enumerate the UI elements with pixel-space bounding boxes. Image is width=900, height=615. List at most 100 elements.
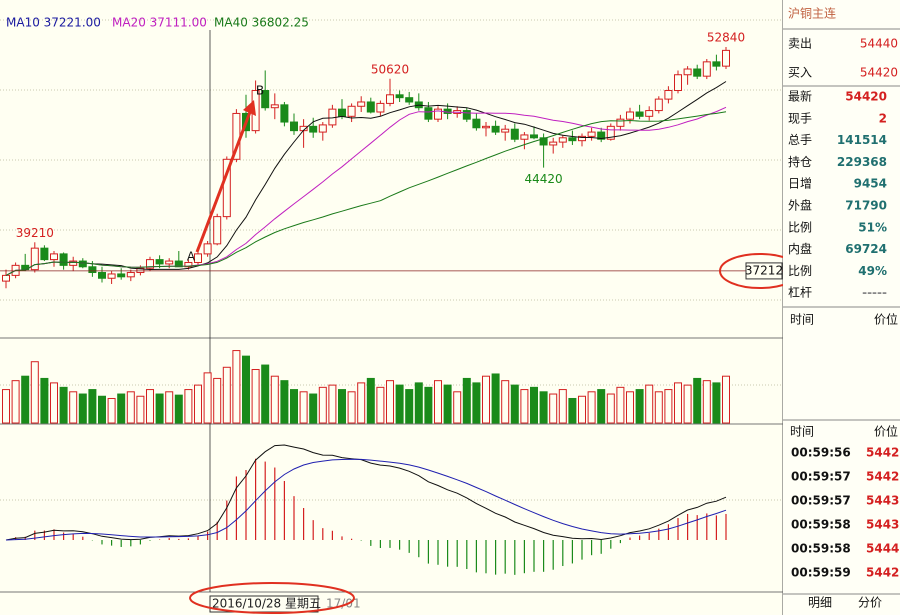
candle-body: [434, 108, 442, 120]
volume-bar: [203, 372, 212, 424]
quote-value: 2: [879, 111, 887, 125]
candle-body: [347, 105, 356, 117]
candle-body: [501, 128, 510, 133]
candle-body: [510, 128, 519, 140]
instrument-title: 沪铜主连: [788, 6, 836, 21]
candle-body: [69, 260, 78, 266]
candle-body: [645, 110, 654, 117]
candle-body: [357, 101, 366, 107]
candle-body: [664, 90, 673, 100]
volume-bar: [443, 384, 452, 424]
quote-label: 总手: [788, 133, 812, 147]
volume-bar: [616, 386, 625, 424]
volume-bar: [165, 391, 174, 424]
volume-bar: [184, 389, 193, 424]
volume-bar: [530, 386, 538, 424]
trade-price: 54420: [866, 566, 900, 580]
volume-bar: [59, 386, 68, 424]
volume-bar: [222, 366, 231, 424]
point-label: A: [187, 250, 196, 264]
volume-bar: [510, 384, 519, 424]
candle-body: [549, 141, 558, 146]
volume-bar: [501, 380, 510, 424]
high-label: 39210: [16, 226, 54, 240]
volume-bar: [136, 395, 145, 424]
quote-label: 比例: [788, 264, 812, 278]
tab[interactable]: 分价: [858, 596, 882, 610]
trade-price: 54420: [866, 446, 900, 460]
volume-bar: [606, 393, 615, 424]
volume-bar: [357, 382, 366, 424]
volume-bar: [405, 389, 414, 424]
candle-body: [98, 272, 106, 279]
candle-body: [683, 68, 692, 76]
quote-value: 54420: [845, 90, 887, 104]
candle-body: [59, 253, 68, 266]
ma10-label: MA10 37221.00: [6, 16, 101, 30]
sell-price: 54440: [860, 37, 898, 51]
candle-body: [405, 97, 414, 103]
candle-body: [558, 137, 567, 143]
trade-time: 00:59:57: [791, 470, 851, 484]
volume-bar: [309, 393, 318, 424]
quote-label: 杠杆: [788, 285, 812, 300]
candle-body: [194, 253, 202, 263]
candle-body: [520, 134, 529, 140]
candle-body: [654, 98, 663, 112]
annotation-arrow: [195, 111, 252, 253]
volume-bar: [50, 382, 58, 424]
quote-label: 现手: [788, 111, 812, 125]
candle-body: [126, 272, 135, 278]
highlight-ellipse: [189, 582, 355, 614]
candle-body: [2, 274, 10, 282]
quote-value: -----: [862, 286, 887, 300]
candle-body: [184, 261, 193, 268]
volume-bar: [664, 389, 673, 424]
volume-bar: [539, 391, 548, 424]
volume-bar: [520, 389, 529, 424]
candle-body: [376, 102, 385, 113]
quote-label: 持仓: [788, 154, 812, 169]
low-label: 44420: [525, 172, 563, 186]
volume-bar: [578, 395, 586, 424]
volume-bar: [174, 394, 183, 424]
quote-value: 141514: [837, 133, 887, 147]
volume-bar: [242, 355, 250, 424]
candle-body: [270, 104, 279, 109]
volume-bar: [434, 380, 442, 424]
quote-value: 229368: [837, 155, 887, 169]
volume-bar: [414, 382, 423, 424]
quote-label: 最新: [788, 89, 812, 104]
candle-body: [472, 118, 481, 129]
volume-bar: [107, 397, 116, 424]
candle-body: [78, 260, 87, 268]
trade-time: 00:59:58: [791, 518, 851, 532]
trade-time: 00:59:58: [791, 542, 851, 556]
tab[interactable]: 明细: [808, 596, 832, 610]
column-header: 时间: [790, 313, 814, 327]
volume-bar: [702, 380, 711, 424]
candle-body: [395, 94, 404, 99]
trade-time: 00:59:59: [791, 566, 851, 580]
candle-body: [136, 267, 145, 274]
volume-bar: [462, 377, 471, 424]
volume-bar: [40, 377, 49, 424]
candle-body: [462, 110, 471, 120]
volume-bar: [587, 391, 596, 424]
candle-body: [366, 101, 375, 113]
volume-bar: [626, 391, 634, 424]
candle-body: [222, 158, 231, 218]
quote-value: 49%: [858, 264, 887, 278]
candle-body: [117, 273, 126, 278]
volume-bar: [251, 369, 260, 424]
candle-body: [597, 131, 606, 140]
volume-bar: [376, 386, 385, 424]
volume-bar: [146, 389, 154, 424]
volume-bar: [597, 389, 606, 424]
macd-line: [5, 458, 727, 541]
column-header: 价位: [874, 312, 898, 327]
buy-label: 买入: [788, 66, 812, 80]
candle-body: [530, 134, 538, 139]
candle-body: [616, 118, 625, 127]
